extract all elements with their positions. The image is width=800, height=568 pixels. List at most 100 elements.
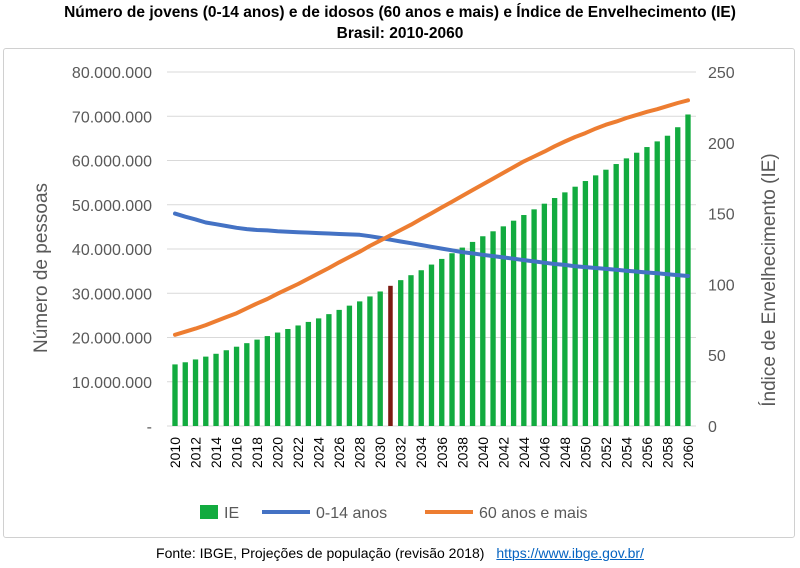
x-tick-label: 2050 <box>577 437 593 468</box>
chart-frame <box>3 48 795 538</box>
x-tick-label: 2026 <box>331 437 347 468</box>
legend-swatch-ie <box>200 505 218 519</box>
ie-bar-2029 <box>367 296 373 426</box>
ie-bar-2057 <box>654 141 660 426</box>
y-axis-right: 0 50 100 150 200 250 <box>708 65 735 436</box>
ie-bar-2020 <box>274 332 281 426</box>
x-tick-label: 2058 <box>659 437 675 468</box>
x-tick-label: 2054 <box>618 437 634 468</box>
ie-bar-2049 <box>572 186 578 426</box>
y-tick-left-label: 80.000.000 <box>72 65 152 82</box>
ie-bar-2027 <box>346 305 353 426</box>
ie-bar-2013 <box>203 356 209 426</box>
ie-bar-2036 <box>439 258 445 426</box>
x-tick-label: 2036 <box>434 437 450 468</box>
ie-bar-2023 <box>305 321 312 426</box>
x-tick-label: 2030 <box>372 437 388 468</box>
ie-bar-2060 <box>685 114 691 426</box>
source-text: Fonte: IBGE, Projeções de população (rev… <box>156 545 485 561</box>
y-tick-left-label: 30.000.000 <box>72 286 152 303</box>
ie-bar-2026 <box>336 309 342 426</box>
ie-bar-2051 <box>592 175 599 426</box>
ie-bar-2056 <box>644 147 650 426</box>
y-tick-left-label: 60.000.000 <box>72 154 152 171</box>
ie-bar-2054 <box>623 158 630 426</box>
y-tick-right-label: 50 <box>708 348 726 365</box>
ie-bar-2052 <box>603 169 609 427</box>
y-tick-left-label: 20.000.000 <box>72 331 152 348</box>
ie-bar-2043 <box>510 220 517 426</box>
ie-bar-2017 <box>244 343 250 426</box>
x-axis: 2010 2012 2014 2016 2018 2020 2022 2024 2026 2028… <box>167 437 696 468</box>
y-axis-left: - 10.000.000 20.000.000 30.000.000 40.000.00… <box>72 65 152 436</box>
ie-bar-2038 <box>459 247 465 426</box>
y-tick-right-label: 0 <box>708 419 717 436</box>
x-tick-label: 2034 <box>413 437 429 468</box>
x-tick-label: 2052 <box>598 437 614 468</box>
ie-bar-2040 <box>480 236 486 426</box>
source-footer: Fonte: IBGE, Projeções de população (rev… <box>0 545 800 561</box>
ie-bar-2034 <box>418 270 424 426</box>
x-tick-label: 2042 <box>495 437 511 468</box>
x-tick-label: 2040 <box>475 437 491 468</box>
ie-bar-2035 <box>428 264 435 426</box>
ie-bar-2033 <box>408 275 414 426</box>
ie-bar-2031 <box>388 285 393 426</box>
chart-svg: - 10.000.000 20.000.000 30.000.000 40.000.00… <box>31 65 780 522</box>
series-lines <box>173 98 690 337</box>
x-tick-label: 2012 <box>188 437 204 468</box>
x-tick-label: 2010 <box>167 437 183 468</box>
x-tick-label: 2016 <box>229 437 245 468</box>
x-tick-label: 2060 <box>680 437 696 468</box>
ie-bar-2011 <box>182 362 188 426</box>
ie-bar-2022 <box>295 325 301 426</box>
ie-bar-2015 <box>223 350 229 426</box>
y-tick-right-label: 250 <box>708 65 735 82</box>
legend-label-0-14: 0-14 anos <box>316 505 387 522</box>
y-tick-right-label: 200 <box>708 136 735 153</box>
y-tick-left-label: 50.000.000 <box>72 198 152 215</box>
ie-bar-2016 <box>233 346 240 426</box>
ie-bar-2048 <box>562 192 568 426</box>
x-tick-label: 2038 <box>454 437 470 468</box>
y-tick-left-label: 10.000.000 <box>72 375 152 392</box>
x-tick-label: 2048 <box>557 437 573 468</box>
x-tick-label: 2014 <box>208 437 224 468</box>
ie-bar-2039 <box>469 241 476 426</box>
source-link[interactable]: https://www.ibge.gov.br/ <box>496 545 644 561</box>
y-tick-left-label: 70.000.000 <box>72 109 152 126</box>
x-tick-label: 2018 <box>249 437 265 468</box>
y-tick-right-label: 100 <box>708 277 735 294</box>
y-tick-left-label: 40.000.000 <box>72 242 152 259</box>
ie-bar-2046 <box>541 203 548 426</box>
ie-bar-2044 <box>521 215 527 426</box>
x-tick-label: 2044 <box>516 437 532 468</box>
ie-bar-2024 <box>315 318 322 426</box>
x-tick-label: 2024 <box>311 437 327 468</box>
ie-bar-2058 <box>664 135 671 426</box>
x-tick-label: 2032 <box>393 437 409 468</box>
line-60-anos-e-mais <box>173 98 690 337</box>
ie-bar-2042 <box>500 226 506 426</box>
line-0-14-anos <box>173 211 690 278</box>
y-axis-label-right: Índice de Envelhecimento (IE) <box>759 153 780 406</box>
ie-bar-2045 <box>531 209 537 426</box>
x-tick-label: 2056 <box>639 437 655 468</box>
ie-bar-2047 <box>551 198 558 426</box>
y-tick-left-label: - <box>147 419 152 436</box>
ie-bar-2030 <box>377 291 383 426</box>
x-tick-label: 2028 <box>352 437 368 468</box>
ie-bar-2028 <box>357 301 363 426</box>
ie-bar-2055 <box>634 152 640 426</box>
legend-label-60: 60 anos e mais <box>479 505 588 522</box>
legend: IE 0-14 anos 60 anos e mais <box>200 505 588 522</box>
legend-label-ie: IE <box>224 505 239 522</box>
ie-bar-2010 <box>172 364 178 426</box>
chart-title-line1: Número de jovens (0-14 anos) e de idosos… <box>64 4 736 21</box>
ie-bar-2050 <box>582 181 589 426</box>
ie-bar-2025 <box>326 314 332 426</box>
ie-bar-2053 <box>613 164 619 427</box>
ie-bar-2021 <box>285 329 291 426</box>
x-tick-label: 2046 <box>536 437 552 468</box>
